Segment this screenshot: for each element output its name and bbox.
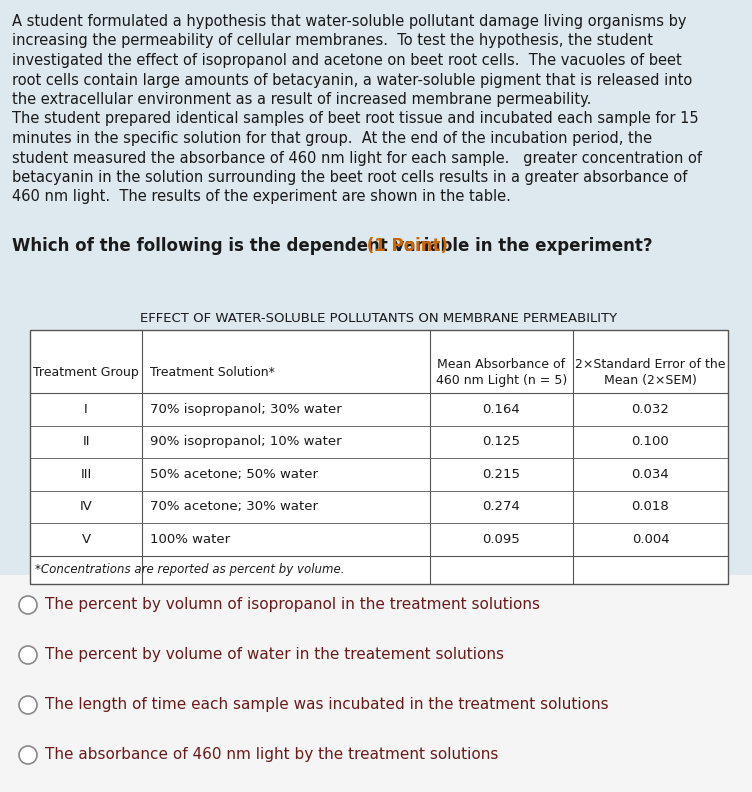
Text: 50% acetone; 50% water: 50% acetone; 50% water — [150, 468, 318, 481]
Text: *Concentrations are reported as percent by volume.: *Concentrations are reported as percent … — [35, 563, 344, 576]
Text: The percent by volume of water in the treatement solutions: The percent by volume of water in the tr… — [45, 648, 504, 662]
Text: 0.274: 0.274 — [483, 501, 520, 513]
Text: A student formulated a hypothesis that water-soluble pollutant damage living org: A student formulated a hypothesis that w… — [12, 14, 687, 29]
Text: II: II — [82, 436, 89, 448]
Text: 0.095: 0.095 — [483, 533, 520, 546]
Text: V: V — [81, 533, 90, 546]
Text: The student prepared identical samples of beet root tissue and incubated each sa: The student prepared identical samples o… — [12, 112, 699, 127]
Text: 0.004: 0.004 — [632, 533, 669, 546]
Text: 2×Standard Error of the
Mean (2×SEM): 2×Standard Error of the Mean (2×SEM) — [575, 358, 726, 387]
Text: Treatment Solution*: Treatment Solution* — [150, 366, 275, 379]
Text: 0.215: 0.215 — [483, 468, 520, 481]
Text: IV: IV — [80, 501, 92, 513]
Text: the extracellular environment as a result of increased membrane permeability.: the extracellular environment as a resul… — [12, 92, 591, 107]
Text: root cells contain large amounts of betacyanin, a water-soluble pigment that is : root cells contain large amounts of beta… — [12, 73, 693, 87]
Text: 70% acetone; 30% water: 70% acetone; 30% water — [150, 501, 318, 513]
Text: increasing the permeability of cellular membranes.  To test the hypothesis, the : increasing the permeability of cellular … — [12, 33, 653, 48]
Text: EFFECT OF WATER-SOLUBLE POLLUTANTS ON MEMBRANE PERMEABILITY: EFFECT OF WATER-SOLUBLE POLLUTANTS ON ME… — [141, 312, 617, 325]
Text: 0.018: 0.018 — [632, 501, 669, 513]
Text: 0.100: 0.100 — [632, 436, 669, 448]
Text: 100% water: 100% water — [150, 533, 230, 546]
Text: student measured the absorbance of 460 nm light for each sample.   greater conce: student measured the absorbance of 460 n… — [12, 150, 702, 166]
Text: Mean Absorbance of
460 nm Light (n = 5): Mean Absorbance of 460 nm Light (n = 5) — [436, 358, 567, 387]
Text: The length of time each sample was incubated in the treatment solutions: The length of time each sample was incub… — [45, 698, 608, 713]
Text: Which of the following is the dependent variable in the experiment?: Which of the following is the dependent … — [12, 237, 653, 255]
Text: (1 Point): (1 Point) — [361, 237, 448, 255]
Text: III: III — [80, 468, 92, 481]
Text: betacyanin in the solution surrounding the beet root cells results in a greater : betacyanin in the solution surrounding t… — [12, 170, 687, 185]
Text: 0.164: 0.164 — [483, 403, 520, 416]
Circle shape — [19, 696, 37, 714]
Text: The percent by volumn of isopropanol in the treatment solutions: The percent by volumn of isopropanol in … — [45, 597, 540, 612]
Text: 90% isopropanol; 10% water: 90% isopropanol; 10% water — [150, 436, 341, 448]
Text: 460 nm light.  The results of the experiment are shown in the table.: 460 nm light. The results of the experim… — [12, 189, 511, 204]
Text: I: I — [84, 403, 88, 416]
Text: Treatment Group: Treatment Group — [33, 366, 139, 379]
Bar — [30, 330, 728, 584]
Bar — [0, 575, 752, 792]
Circle shape — [19, 746, 37, 764]
Text: The absorbance of 460 nm light by the treatment solutions: The absorbance of 460 nm light by the tr… — [45, 748, 499, 763]
Circle shape — [19, 646, 37, 664]
Text: investigated the effect of isopropanol and acetone on beet root cells.  The vacu: investigated the effect of isopropanol a… — [12, 53, 682, 68]
Text: 0.034: 0.034 — [632, 468, 669, 481]
Circle shape — [19, 596, 37, 614]
Text: 70% isopropanol; 30% water: 70% isopropanol; 30% water — [150, 403, 341, 416]
Text: minutes in the specific solution for that group.  At the end of the incubation p: minutes in the specific solution for tha… — [12, 131, 652, 146]
Text: 0.125: 0.125 — [483, 436, 520, 448]
Text: 0.032: 0.032 — [632, 403, 669, 416]
